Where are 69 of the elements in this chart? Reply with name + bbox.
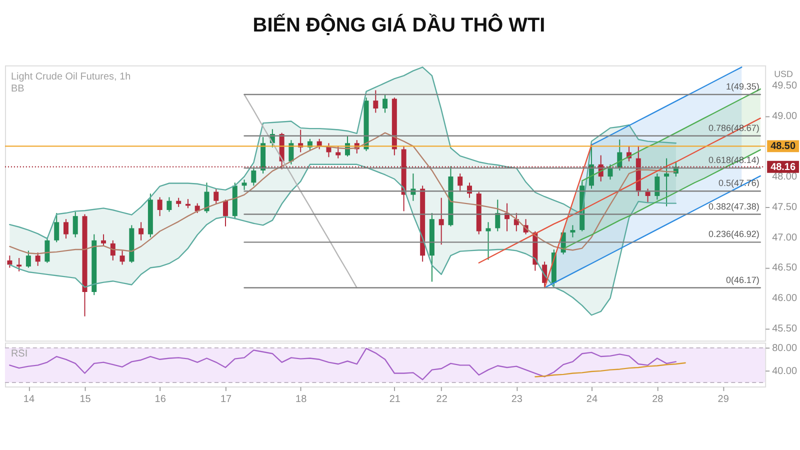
candlestick (110, 240, 116, 261)
candlestick (486, 222, 491, 260)
candlestick (101, 234, 106, 247)
candlestick (166, 196, 172, 212)
series-label: 0.382(47.38) (708, 201, 760, 212)
candlestick (251, 166, 256, 186)
candlestick (654, 173, 660, 200)
candlestick (26, 250, 31, 268)
candlestick (410, 173, 416, 202)
x-tick-label: 24 (586, 394, 598, 405)
x-tick-label: 29 (718, 394, 730, 405)
y-tick-label: 47.00 (772, 232, 798, 244)
candlestick (645, 188, 650, 203)
x-tick-label: 22 (436, 394, 448, 405)
line-series (544, 175, 761, 288)
y-tick-label: 47.50 (772, 202, 798, 213)
x-tick-label: 23 (511, 394, 523, 405)
line-series (9, 348, 677, 380)
candlestick (382, 94, 388, 114)
series-label: 0.236(46.92) (708, 229, 760, 240)
ref-line-label: 48.50 (770, 141, 796, 152)
annotation: RSI (10, 348, 28, 360)
candlestick (63, 218, 68, 240)
candlestick (373, 90, 378, 114)
candlestick (157, 196, 162, 217)
ref-line-label: 48.16 (770, 162, 796, 173)
candlestick (54, 212, 60, 243)
annotation: Light Crude Oil Futures, 1h (10, 71, 131, 82)
candlestick (223, 199, 228, 227)
x-tick-label: 21 (389, 394, 401, 405)
annotation: BB (10, 83, 25, 94)
x-tick-label: 18 (296, 394, 308, 405)
y-tick-label: 46.50 (772, 262, 798, 274)
candlestick (458, 173, 463, 192)
candlestick (120, 250, 125, 266)
x-tick-label: 17 (220, 394, 232, 405)
series-label: 0(46.17) (726, 274, 760, 285)
candlestick (288, 140, 294, 165)
y-tick-label: 80.00 (772, 342, 798, 354)
chart-title: BIẾN ĐỘNG GIÁ DẦU THÔ WTI (252, 13, 546, 36)
y-tick-label: 45.50 (772, 323, 798, 334)
x-tick-label: 14 (23, 394, 35, 405)
y-tick-label: 40.00 (772, 366, 798, 377)
candlestick (242, 179, 247, 190)
candlestick (570, 224, 576, 238)
series-label: 1(49.35) (726, 82, 760, 92)
candlestick (664, 158, 670, 207)
candlestick (16, 258, 22, 272)
y-tick-label: 49.50 (772, 80, 798, 92)
candlestick (176, 197, 182, 208)
candlestick (214, 188, 219, 204)
y-axis-title: USD (774, 68, 794, 79)
candlestick (138, 222, 144, 241)
line-series (244, 94, 358, 288)
candlestick (7, 255, 12, 268)
candlestick (35, 252, 40, 266)
candlestick (204, 182, 210, 214)
y-tick-label: 46.00 (772, 293, 798, 304)
x-tick-label: 15 (80, 394, 92, 405)
y-tick-label: 48.00 (772, 172, 798, 183)
line-series (534, 362, 686, 378)
candlestick (336, 146, 341, 159)
line-series (9, 66, 677, 240)
candlestick (72, 211, 78, 238)
y-tick-label: 49.00 (772, 110, 798, 122)
candlestick (194, 202, 200, 214)
x-tick-label: 16 (154, 394, 166, 405)
x-tick-label: 28 (652, 394, 664, 405)
candlestick (438, 197, 444, 246)
